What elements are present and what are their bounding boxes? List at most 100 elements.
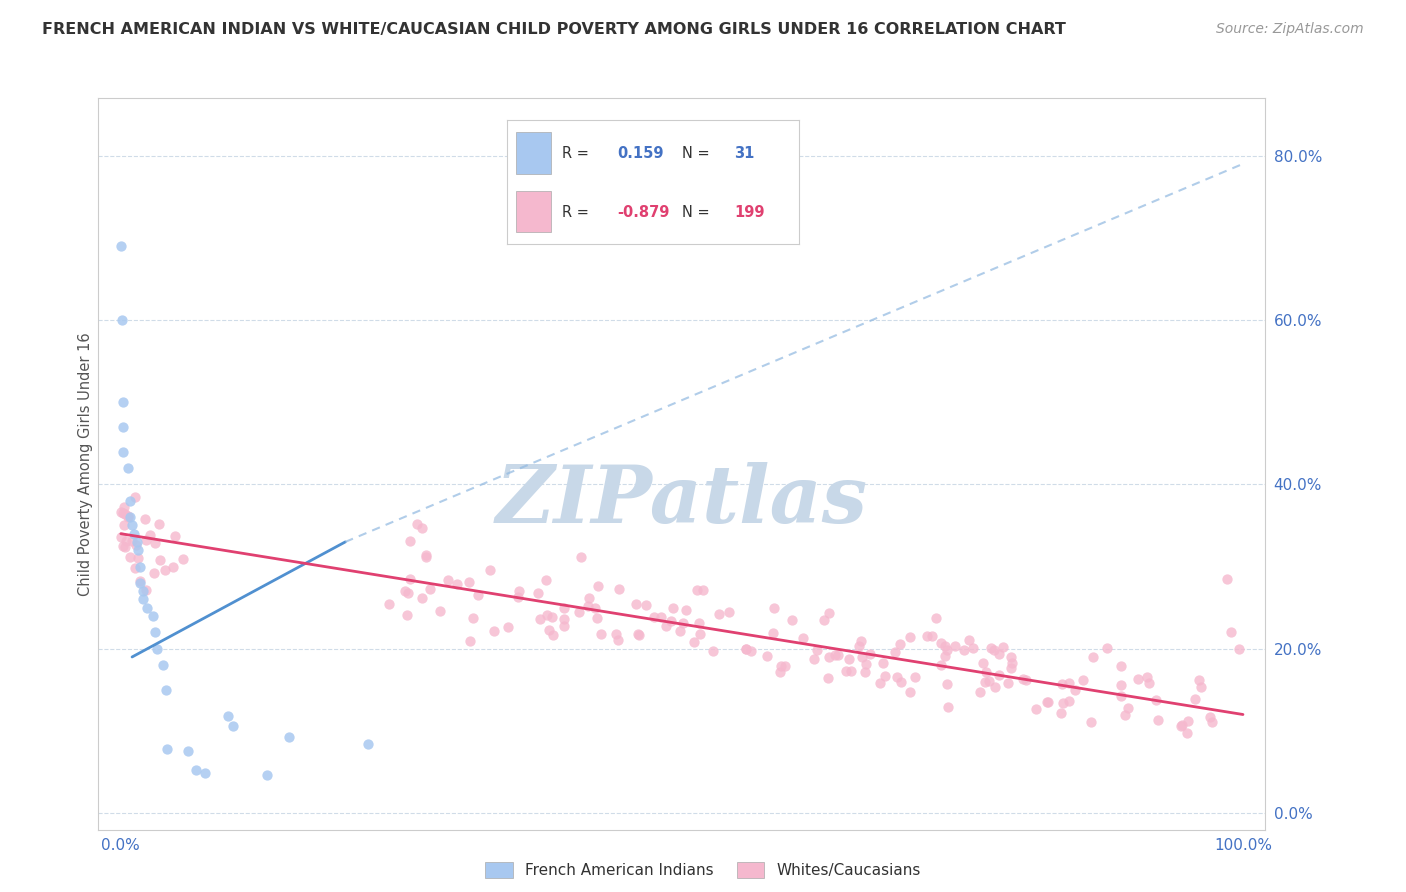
Point bbox=[124, 490, 146, 504]
Point bbox=[835, 664, 858, 678]
Point bbox=[508, 584, 530, 599]
Point bbox=[139, 528, 162, 542]
Point bbox=[117, 461, 139, 475]
Point bbox=[134, 512, 156, 526]
Point bbox=[111, 539, 134, 553]
Point bbox=[146, 641, 169, 656]
Point bbox=[1036, 695, 1059, 709]
Point bbox=[707, 607, 730, 621]
Point bbox=[508, 591, 530, 605]
Point bbox=[962, 641, 984, 656]
Point bbox=[1109, 659, 1132, 673]
Point bbox=[1064, 683, 1087, 698]
Point bbox=[988, 668, 1011, 682]
Point bbox=[1071, 673, 1094, 687]
Point bbox=[1109, 690, 1132, 704]
Point bbox=[149, 553, 172, 567]
Point bbox=[446, 577, 468, 591]
Point bbox=[458, 574, 481, 589]
Point bbox=[1050, 677, 1073, 691]
Point bbox=[898, 630, 921, 644]
Point bbox=[689, 627, 711, 641]
Point bbox=[538, 624, 561, 638]
Point bbox=[853, 665, 876, 680]
Point bbox=[135, 533, 157, 547]
Point bbox=[957, 632, 980, 647]
Point bbox=[110, 239, 132, 253]
Point bbox=[194, 765, 217, 780]
Point bbox=[1000, 661, 1022, 675]
Point bbox=[936, 642, 959, 657]
Point bbox=[278, 730, 301, 744]
Point bbox=[775, 658, 797, 673]
Point bbox=[162, 560, 184, 574]
Point bbox=[1001, 656, 1024, 670]
Point bbox=[482, 624, 505, 638]
Point bbox=[543, 627, 565, 641]
Point bbox=[142, 608, 165, 623]
Point bbox=[399, 572, 422, 586]
Point bbox=[1128, 673, 1150, 687]
Point bbox=[120, 510, 142, 524]
Point bbox=[643, 609, 665, 624]
Point bbox=[1199, 709, 1222, 723]
Point bbox=[1000, 650, 1022, 665]
Point bbox=[411, 591, 433, 606]
Point bbox=[378, 598, 401, 612]
Point bbox=[569, 549, 592, 564]
Point bbox=[110, 313, 132, 327]
Point bbox=[983, 642, 1005, 657]
Point bbox=[626, 598, 648, 612]
Point bbox=[591, 627, 613, 641]
Point bbox=[769, 665, 792, 680]
Point bbox=[461, 611, 484, 625]
Point bbox=[153, 563, 176, 577]
Point bbox=[394, 584, 416, 599]
Point bbox=[419, 582, 441, 596]
Point bbox=[128, 574, 150, 588]
Point bbox=[1052, 696, 1074, 710]
Point bbox=[929, 636, 952, 650]
Point bbox=[936, 677, 959, 691]
Point bbox=[222, 719, 245, 733]
Point bbox=[813, 613, 835, 627]
Point bbox=[974, 674, 997, 689]
Point bbox=[143, 536, 166, 550]
Point bbox=[756, 649, 779, 664]
Point bbox=[1136, 670, 1159, 684]
Point bbox=[915, 629, 938, 643]
Point bbox=[792, 631, 814, 645]
Point bbox=[121, 533, 143, 548]
Point bbox=[529, 612, 551, 626]
Point bbox=[1081, 650, 1104, 665]
Point bbox=[117, 510, 139, 524]
Point bbox=[682, 634, 704, 648]
Point bbox=[991, 640, 1014, 654]
Point bbox=[1227, 641, 1250, 656]
Point bbox=[541, 609, 564, 624]
Point bbox=[650, 610, 672, 624]
Point bbox=[824, 648, 846, 662]
Point bbox=[467, 588, 489, 602]
Point bbox=[143, 566, 166, 580]
Point bbox=[1095, 641, 1118, 656]
Point bbox=[1057, 676, 1080, 690]
Point bbox=[536, 607, 558, 622]
Point bbox=[1109, 678, 1132, 692]
Point bbox=[628, 628, 651, 642]
Point bbox=[458, 633, 481, 648]
Point bbox=[606, 632, 628, 647]
Point bbox=[1170, 719, 1192, 733]
Point bbox=[1025, 701, 1047, 715]
Point bbox=[692, 582, 714, 597]
Point bbox=[121, 518, 143, 533]
Point bbox=[1050, 706, 1073, 721]
Point bbox=[112, 506, 135, 520]
Point bbox=[803, 652, 825, 666]
Point bbox=[396, 586, 419, 600]
Point bbox=[124, 538, 146, 552]
Point bbox=[127, 543, 149, 558]
Point bbox=[702, 644, 724, 658]
Point bbox=[1201, 715, 1223, 730]
Point bbox=[980, 640, 1002, 655]
